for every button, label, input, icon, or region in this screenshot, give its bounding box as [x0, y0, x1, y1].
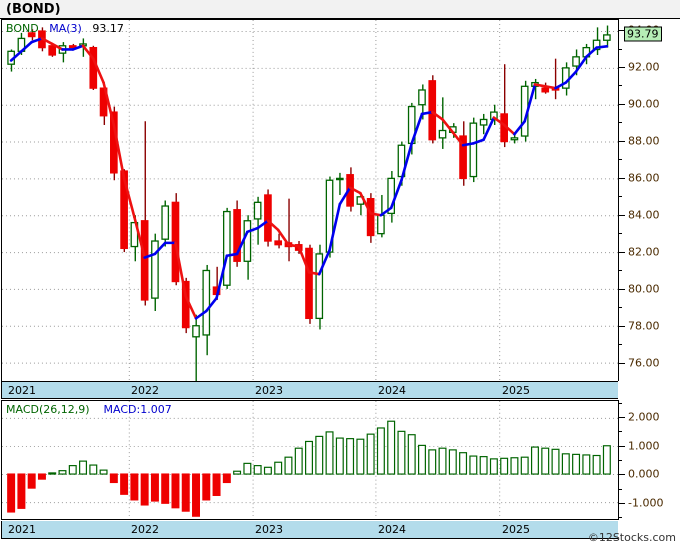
price-tick-mark [618, 30, 625, 32]
macd-tick-label: 2.000 [628, 410, 660, 424]
macd-year-label: 2024 [378, 523, 406, 536]
price-year-label: 2024 [378, 384, 406, 397]
title-bar: (BOND) [0, 0, 680, 19]
price-tick-label: 88.00 [628, 134, 660, 148]
legend-ma-label: MA(3) [49, 22, 82, 35]
price-tick-label: 86.00 [628, 171, 660, 185]
macd-tick-mark [618, 445, 625, 447]
last-price-flag: 93.79 [624, 26, 662, 42]
macd-y-axis: 2.000 1.000 0.000 -1.000 [618, 400, 680, 520]
macd-tick-mark [618, 417, 625, 419]
price-year-label: 2021 [8, 384, 36, 397]
price-year-label: 2023 [255, 384, 283, 397]
macd-chart-panel: MACD(26,12,9) MACD:1.007 2.000 1.000 0.000… [0, 400, 680, 522]
macd-tick-label: 0.000 [628, 467, 660, 481]
legend-symbol: BOND [6, 22, 39, 35]
price-year-label: 2022 [131, 384, 159, 397]
price-minor-tick [618, 159, 622, 161]
macd-tick-label: 1.000 [628, 439, 660, 453]
price-tick-mark [618, 362, 625, 364]
macd-minor-tick [618, 488, 622, 490]
macd-minor-tick [618, 402, 622, 404]
macd-year-label: 2022 [131, 523, 159, 536]
macd-minor-tick [618, 460, 622, 461]
price-tick-mark [618, 214, 625, 216]
price-minor-tick [618, 307, 622, 309]
macd-legend: MACD(26,12,9) MACD:1.007 [6, 403, 172, 416]
price-tick-label: 92.00 [628, 60, 660, 74]
page-title: (BOND) [6, 2, 61, 17]
price-minor-tick [618, 85, 622, 87]
macd-year-label: 2023 [255, 523, 283, 536]
price-minor-tick [618, 233, 622, 235]
price-minor-tick [618, 344, 622, 346]
price-tick-label: 90.00 [628, 97, 660, 111]
macd-plot-area[interactable]: MACD(26,12,9) MACD:1.007 [1, 400, 618, 520]
price-tick-label: 80.00 [628, 282, 660, 296]
macd-tick-mark [618, 502, 625, 504]
price-tick-label: 76.00 [628, 356, 660, 370]
price-tick-label: 78.00 [628, 319, 660, 333]
macd-minor-tick [618, 517, 622, 519]
price-minor-tick [618, 196, 622, 198]
price-tick-label: 84.00 [628, 208, 660, 222]
price-minor-tick [618, 270, 622, 272]
price-tick-mark [618, 103, 625, 105]
price-axis-spine [618, 19, 619, 381]
price-tick-mark [618, 251, 625, 253]
price-y-axis: 94.0092.0090.0088.0086.0084.0082.0080.00… [618, 19, 680, 381]
macd-year-label: 2025 [502, 523, 530, 536]
price-minor-tick [618, 48, 622, 50]
price-x-axis-date-band: 2021 2022 2023 2024 2025 [1, 381, 618, 399]
price-tick-mark [618, 177, 625, 179]
price-tick-label: 82.00 [628, 245, 660, 259]
price-plot-area[interactable]: BOND MA(3) 93.17 [1, 19, 618, 381]
macd-year-label: 2021 [8, 523, 36, 536]
price-tick-mark [618, 140, 625, 142]
macd-tick-label: -1.000 [628, 496, 664, 510]
macd-histogram-svg [2, 401, 618, 519]
legend-ma-value: 93.17 [92, 22, 124, 35]
macd-tick-mark [618, 474, 625, 476]
price-year-label: 2025 [502, 384, 530, 397]
macd-x-axis-date-band: 2021 2022 2023 2024 2025 [1, 521, 618, 539]
price-candlestick-svg [2, 20, 618, 381]
price-chart-panel: BOND MA(3) 93.17 94.0092.0090.0088.0086.… [0, 19, 680, 381]
price-legend: BOND MA(3) 93.17 [6, 22, 124, 35]
price-tick-mark [618, 67, 625, 69]
watermark: ©12Stocks.com [587, 531, 676, 544]
price-tick-mark [618, 288, 625, 290]
legend-macd-indicator: MACD(26,12,9) [6, 403, 90, 416]
price-minor-tick [618, 122, 622, 124]
legend-macd-value: MACD:1.007 [103, 403, 172, 416]
macd-minor-tick [618, 431, 622, 433]
price-tick-mark [618, 325, 625, 327]
